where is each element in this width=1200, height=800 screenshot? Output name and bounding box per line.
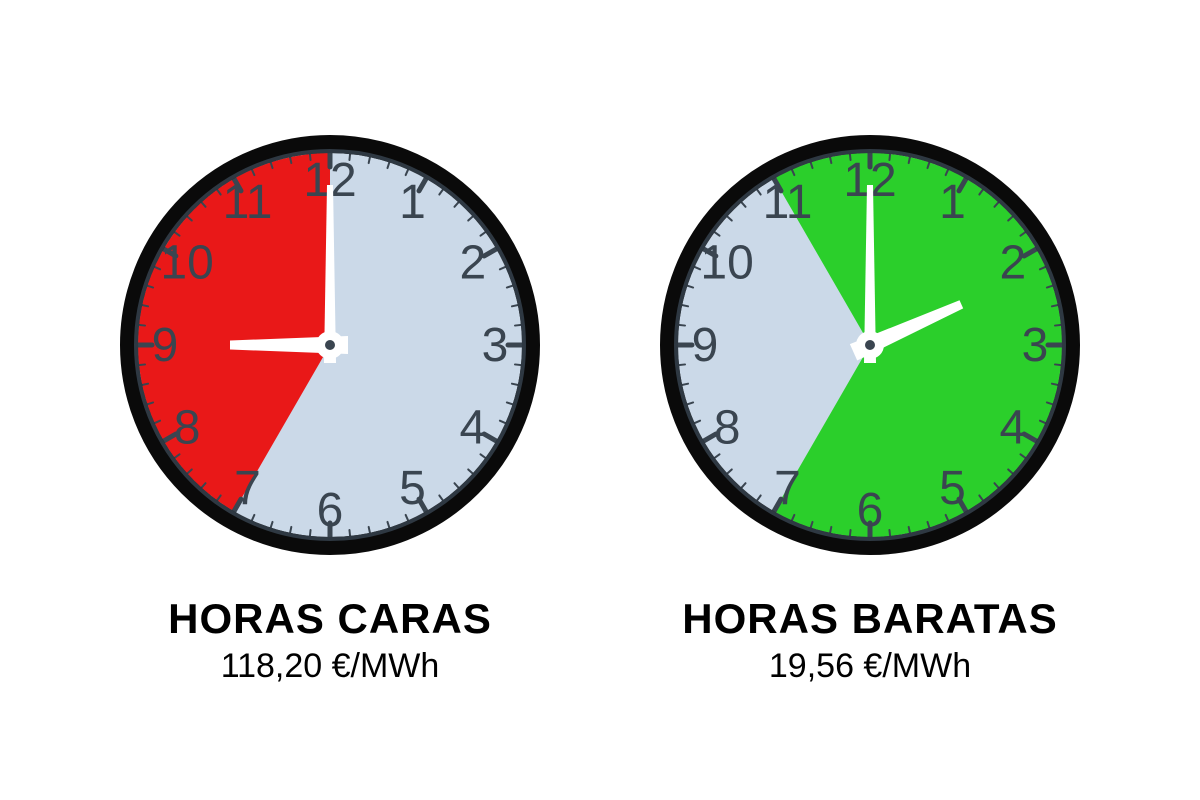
svg-text:10: 10 [700, 236, 753, 289]
svg-text:4: 4 [460, 401, 487, 454]
svg-text:11: 11 [223, 176, 273, 229]
title-expensive: HORAS CARAS [168, 595, 492, 643]
svg-text:4: 4 [1000, 401, 1027, 454]
svg-text:9: 9 [152, 319, 179, 372]
svg-text:3: 3 [482, 319, 509, 372]
svg-text:2: 2 [460, 236, 487, 289]
price-cheap: 19,56 €/MWh [682, 647, 1057, 686]
svg-text:10: 10 [160, 236, 213, 289]
svg-text:5: 5 [399, 461, 426, 514]
clock-expensive: 121234567891011 HORAS CARAS 118,20 €/MWh [100, 115, 560, 686]
caption-cheap: HORAS BARATAS 19,56 €/MWh [682, 595, 1057, 686]
svg-text:5: 5 [939, 461, 966, 514]
price-expensive: 118,20 €/MWh [168, 647, 492, 686]
svg-text:6: 6 [857, 484, 884, 537]
clock-cheap: 121234567891011 HORAS BARATAS 19,56 €/MW… [640, 115, 1100, 686]
clock-face-cheap: 121234567891011 [640, 115, 1100, 575]
infographic-container: 121234567891011 HORAS CARAS 118,20 €/MWh… [100, 115, 1100, 686]
svg-text:8: 8 [714, 401, 741, 454]
title-cheap: HORAS BARATAS [682, 595, 1057, 643]
clock-face-expensive: 121234567891011 [100, 115, 560, 575]
caption-expensive: HORAS CARAS 118,20 €/MWh [168, 595, 492, 686]
svg-text:11: 11 [763, 176, 813, 229]
svg-text:1: 1 [399, 176, 426, 229]
svg-text:8: 8 [174, 401, 201, 454]
svg-text:7: 7 [234, 461, 261, 514]
svg-text:9: 9 [692, 319, 719, 372]
svg-text:1: 1 [939, 176, 966, 229]
svg-text:3: 3 [1022, 319, 1049, 372]
svg-text:2: 2 [1000, 236, 1027, 289]
svg-text:6: 6 [317, 484, 344, 537]
svg-text:7: 7 [774, 461, 801, 514]
